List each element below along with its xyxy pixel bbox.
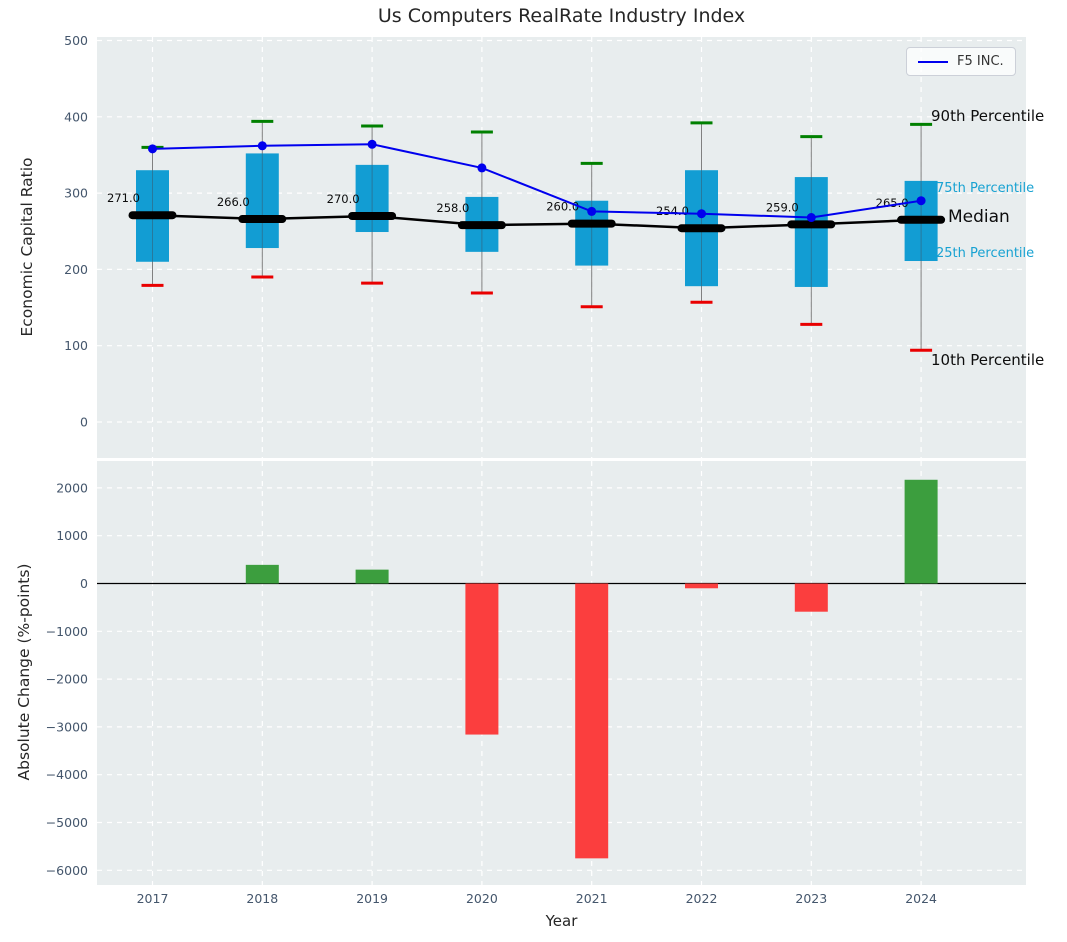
bottom-y-tick-label: −3000 xyxy=(46,719,88,734)
x-tick-label: 2020 xyxy=(466,891,498,906)
f5-line-icon xyxy=(918,60,948,63)
top-y-tick-label: 500 xyxy=(64,33,88,48)
median-marker xyxy=(348,211,397,220)
top-y-axis-label: Economic Capital Ratio xyxy=(18,157,36,337)
bottom-y-tick-label: −1000 xyxy=(46,624,88,639)
top-y-tick-label: 300 xyxy=(64,186,88,201)
bottom-y-tick-label: −6000 xyxy=(46,863,88,878)
change-bar xyxy=(245,564,279,584)
top-y-tick-label: 200 xyxy=(64,262,88,277)
x-tick-label: 2023 xyxy=(795,891,827,906)
f5-point xyxy=(148,144,157,154)
x-tick-label: 2017 xyxy=(137,891,169,906)
median-marker xyxy=(238,215,287,224)
median-marker xyxy=(128,211,177,220)
x-tick-label: 2021 xyxy=(576,891,608,906)
median-marker xyxy=(457,221,506,230)
median-value-label: 271.0 xyxy=(107,191,140,205)
change-bar xyxy=(794,583,828,612)
bottom-plot-panel xyxy=(97,461,1026,885)
f5-point xyxy=(916,196,926,206)
f5-point xyxy=(257,141,267,151)
top-y-tick-label: 0 xyxy=(80,415,88,430)
change-bar xyxy=(465,583,499,735)
x-tick-label: 2022 xyxy=(686,891,718,906)
median-value-label: 266.0 xyxy=(217,195,250,209)
annotation-median: Median xyxy=(948,207,1010,227)
x-tick-label: 2024 xyxy=(905,891,937,906)
f5-point xyxy=(367,139,377,149)
bottom-y-tick-label: −2000 xyxy=(46,672,88,687)
median-value-label: 259.0 xyxy=(766,200,799,214)
f5-point xyxy=(477,163,487,173)
median-value-label: 254.0 xyxy=(656,204,689,218)
f5-point xyxy=(806,213,816,223)
legend-box: F5 INC. xyxy=(906,47,1016,76)
median-value-label: 258.0 xyxy=(436,201,469,215)
x-axis-label: Year xyxy=(545,912,578,930)
bottom-y-tick-label: 2000 xyxy=(56,480,88,495)
median-marker xyxy=(567,219,616,228)
x-tick-label: 2018 xyxy=(246,891,278,906)
median-value-label: 270.0 xyxy=(327,192,360,206)
f5-point xyxy=(587,206,597,216)
median-marker xyxy=(897,215,946,224)
median-marker xyxy=(787,220,836,229)
median-marker xyxy=(677,224,726,233)
bottom-y-tick-label: −5000 xyxy=(46,815,88,830)
annotation-75th-percentile: 75th Percentile xyxy=(936,181,1035,196)
top-y-tick-label: 100 xyxy=(64,338,88,353)
median-value-label: 260.0 xyxy=(546,200,579,214)
change-bar xyxy=(575,583,609,859)
f5-line xyxy=(152,143,922,219)
chart-title: Us Computers RealRate Industry Index xyxy=(377,5,746,27)
annotation-10th-percentile: 10th Percentile xyxy=(931,351,1045,369)
bottom-y-tick-label: 0 xyxy=(80,576,88,591)
annotation-90th-percentile: 90th Percentile xyxy=(931,107,1045,125)
annotation-25th-percentile: 25th Percentile xyxy=(936,246,1035,261)
change-bar xyxy=(355,569,389,584)
legend-label: F5 INC. xyxy=(957,54,1004,69)
f5-point xyxy=(697,209,706,219)
bottom-y-axis-label: Absolute Change (%-points) xyxy=(15,563,33,781)
change-bar xyxy=(685,583,718,589)
bottom-y-tick-label: 1000 xyxy=(56,528,88,543)
bottom-y-tick-label: −4000 xyxy=(46,767,88,782)
top-y-tick-label: 400 xyxy=(64,109,88,124)
change-bar xyxy=(904,479,938,584)
x-tick-label: 2019 xyxy=(356,891,388,906)
